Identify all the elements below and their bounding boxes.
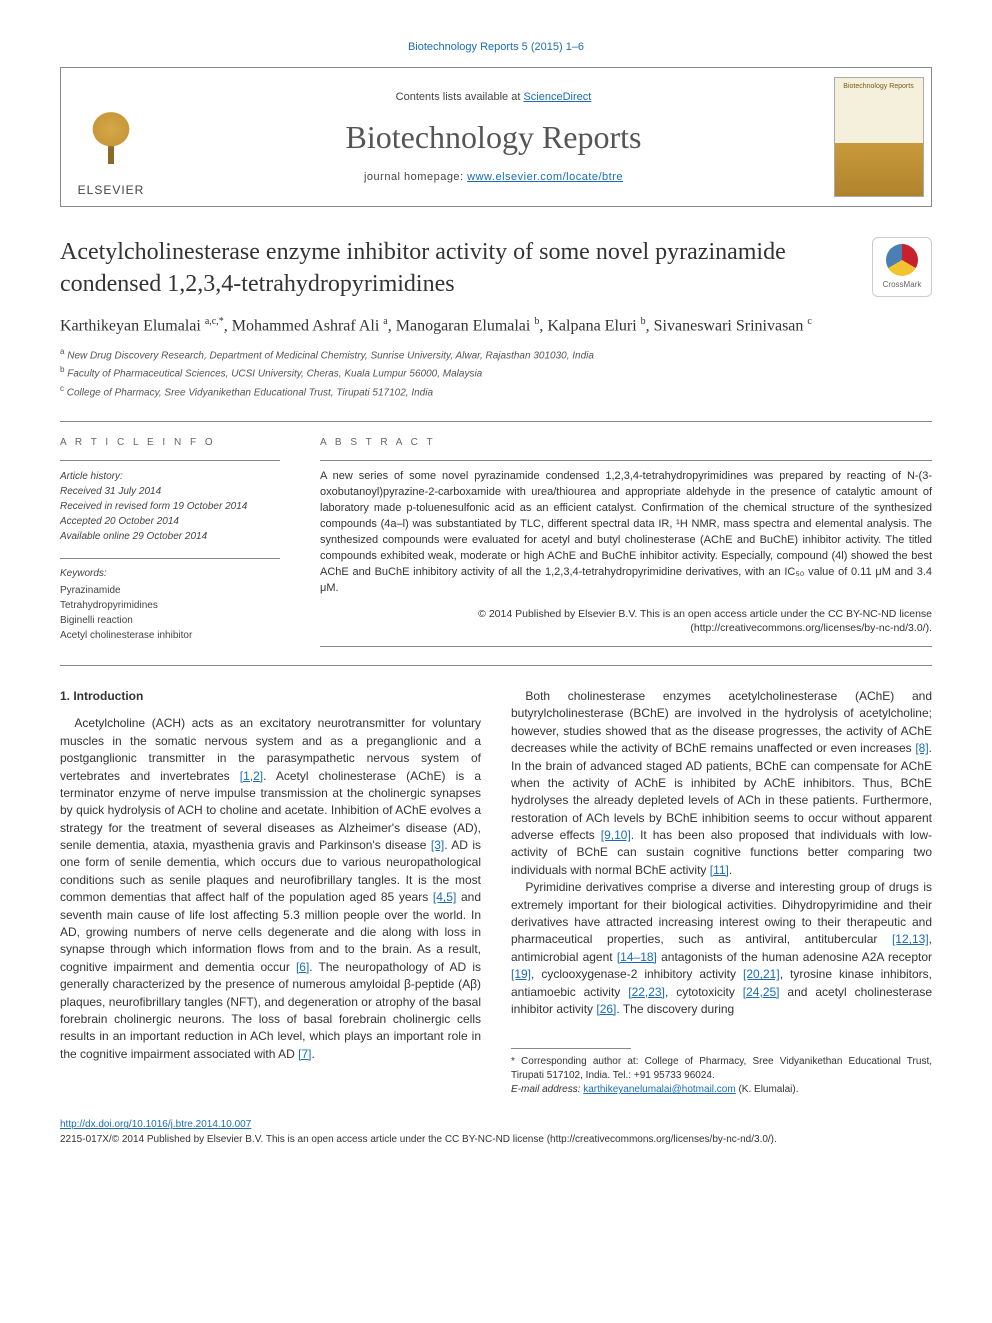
divider [60, 665, 932, 666]
email-line: E-mail address: karthikeyanelumalai@hotm… [511, 1083, 932, 1097]
section-heading-1: 1. Introduction [60, 688, 481, 705]
text-run: . In the brain of advanced staged AD pat… [511, 741, 932, 842]
citation-link[interactable]: [14–18] [617, 950, 657, 964]
abstract-column: A B S T R A C T A new series of some nov… [320, 436, 932, 647]
journal-cover-thumb: Biotechnology Reports [834, 77, 924, 197]
journal-homepage-line: journal homepage: www.elsevier.com/locat… [364, 170, 623, 185]
corresponding-author-note: * Corresponding author at: College of Ph… [511, 1055, 932, 1083]
text-run: antagonists of the human adenosine A2A r… [657, 950, 932, 964]
divider [320, 460, 932, 461]
divider [60, 421, 932, 422]
abstract-text: A new series of some novel pyrazinamide … [320, 469, 932, 597]
contents-lists-line: Contents lists available at ScienceDirec… [396, 90, 592, 105]
citation-link[interactable]: [12,13] [892, 932, 929, 946]
abstract-heading: A B S T R A C T [320, 436, 932, 450]
issn-copyright-line: 2215-017X/© 2014 Published by Elsevier B… [60, 1132, 932, 1147]
footer-block: http://dx.doi.org/10.1016/j.btre.2014.10… [60, 1117, 932, 1147]
citation-link[interactable]: [8] [915, 741, 928, 755]
citation-link[interactable]: [24,25] [743, 985, 780, 999]
sciencedirect-link[interactable]: ScienceDirect [523, 91, 591, 103]
text-run: . [311, 1047, 314, 1061]
body-two-column: 1. Introduction Acetylcholine (ACH) acts… [60, 688, 932, 1097]
citation-link[interactable]: [11] [710, 863, 729, 877]
elsevier-tree-icon [81, 103, 141, 178]
citation-link[interactable]: [19] [511, 967, 531, 981]
article-history-lines: Received 31 July 2014Received in revised… [60, 484, 280, 544]
citation-link[interactable]: [1,2] [240, 769, 263, 783]
divider [320, 646, 932, 647]
header-center: Contents lists available at ScienceDirec… [161, 68, 826, 206]
divider [60, 558, 280, 559]
article-info-column: A R T I C L E I N F O Article history: R… [60, 436, 280, 647]
body-paragraph: Acetylcholine (ACH) acts as an excitator… [60, 715, 481, 1063]
text-run: Pyrimidine derivatives comprise a divers… [511, 880, 932, 946]
keywords-list: PyrazinamideTetrahydropyrimidinesBiginel… [60, 583, 280, 643]
elsevier-logo: ELSEVIER [71, 88, 151, 198]
body-paragraph: Both cholinesterase enzymes acetylcholin… [511, 688, 932, 879]
crossmark-icon [886, 244, 918, 276]
publisher-name: ELSEVIER [78, 182, 145, 199]
abstract-copyright: © 2014 Published by Elsevier B.V. This i… [320, 607, 932, 636]
publisher-logo-cell: ELSEVIER [61, 68, 161, 206]
footnote-rule [511, 1048, 631, 1049]
text-run: Both cholinesterase enzymes acetylcholin… [511, 689, 932, 755]
journal-name: Biotechnology Reports [346, 115, 642, 160]
author-email-link[interactable]: karthikeyanelumalai@hotmail.com [583, 1084, 735, 1095]
citation-link[interactable]: [4,5] [433, 890, 456, 904]
crossmark-badge[interactable]: CrossMark [872, 237, 932, 297]
article-title: Acetylcholinesterase enzyme inhibitor ac… [60, 237, 856, 299]
crossmark-label: CrossMark [883, 279, 922, 290]
body-paragraph: Pyrimidine derivatives comprise a divers… [511, 879, 932, 1018]
journal-homepage-link[interactable]: www.elsevier.com/locate/btre [467, 171, 623, 183]
journal-header-box: ELSEVIER Contents lists available at Sci… [60, 67, 932, 207]
contents-prefix: Contents lists available at [396, 91, 524, 103]
doi-link[interactable]: http://dx.doi.org/10.1016/j.btre.2014.10… [60, 1119, 251, 1130]
article-history-label: Article history: [60, 469, 280, 484]
citation-link[interactable]: [3] [431, 838, 444, 852]
text-run: , cytotoxicity [665, 985, 743, 999]
citation-link[interactable]: [7] [298, 1047, 311, 1061]
divider [60, 460, 280, 461]
citation-link[interactable]: [9,10] [601, 828, 631, 842]
cover-cell: Biotechnology Reports [826, 68, 931, 206]
keywords-label: Keywords: [60, 567, 280, 581]
text-run: . The discovery during [616, 1002, 734, 1016]
article-info-heading: A R T I C L E I N F O [60, 436, 280, 450]
email-label: E-mail address: [511, 1084, 583, 1095]
text-run: . [729, 863, 732, 877]
citation-link[interactable]: [22,23] [628, 985, 665, 999]
homepage-prefix: journal homepage: [364, 171, 467, 183]
citation-link[interactable]: [20,21] [743, 967, 780, 981]
footnote-block: * Corresponding author at: College of Ph… [511, 1048, 932, 1097]
author-list: Karthikeyan Elumalai a,c,*, Mohammed Ash… [60, 314, 932, 338]
email-suffix: (K. Elumalai). [736, 1084, 799, 1095]
affiliations: a New Drug Discovery Research, Departmen… [60, 346, 932, 401]
running-header: Biotechnology Reports 5 (2015) 1–6 [60, 40, 932, 55]
citation-link[interactable]: [26] [596, 1002, 616, 1016]
citation-link[interactable]: [6] [296, 960, 309, 974]
text-run: , cyclooxygenase-2 inhibitory activity [531, 967, 743, 981]
